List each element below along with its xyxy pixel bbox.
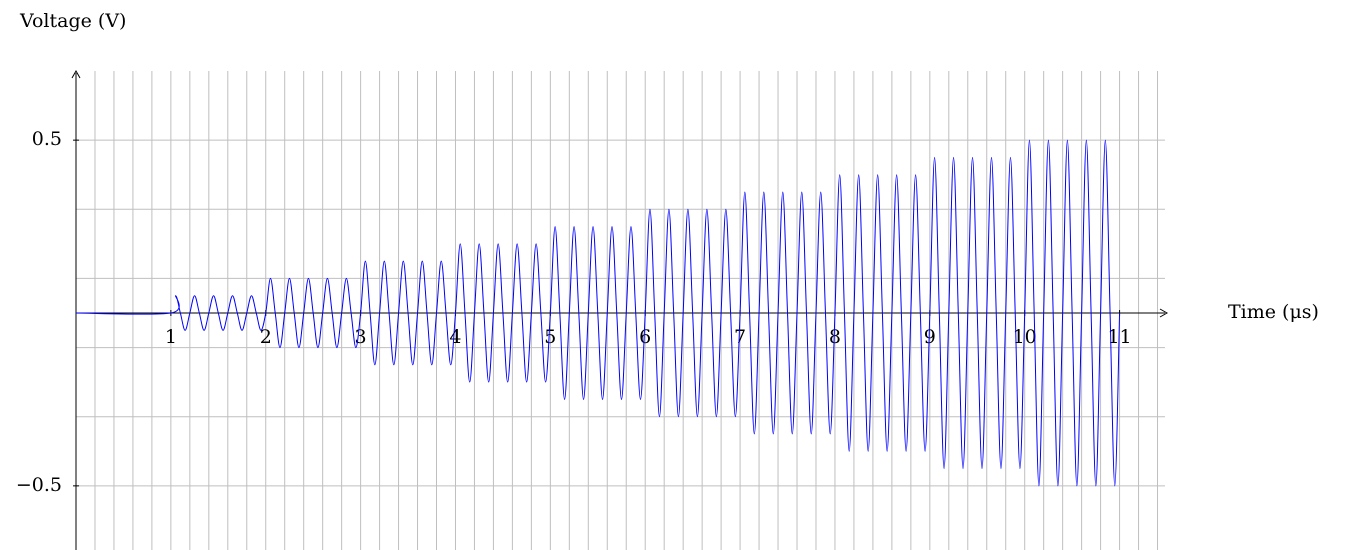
x-tick-label: 6 [639,326,651,348]
x-tick-label: 3 [355,326,367,348]
x-tick-label: 9 [924,326,936,348]
data-line [75,139,1121,487]
x-tick-label: 10 [1013,326,1037,348]
x-axis-arrow [1159,308,1169,318]
x-tick-label: 8 [829,326,841,348]
x-tick-label: 1 [165,326,177,348]
x-tick-label: 11 [1107,326,1131,348]
x-tick-label: 5 [544,326,556,348]
y-axis-label: Voltage (V) [19,10,126,32]
x-tick-label: 2 [260,326,272,348]
y-tick-label: 0.5 [32,128,62,150]
y-axis-arrow [71,69,81,79]
x-axis-label: Time (μs) [1228,301,1319,323]
y-tick-label: −0.5 [16,474,62,496]
x-tick-label: 4 [449,326,461,348]
x-tick-label: 7 [734,326,746,348]
